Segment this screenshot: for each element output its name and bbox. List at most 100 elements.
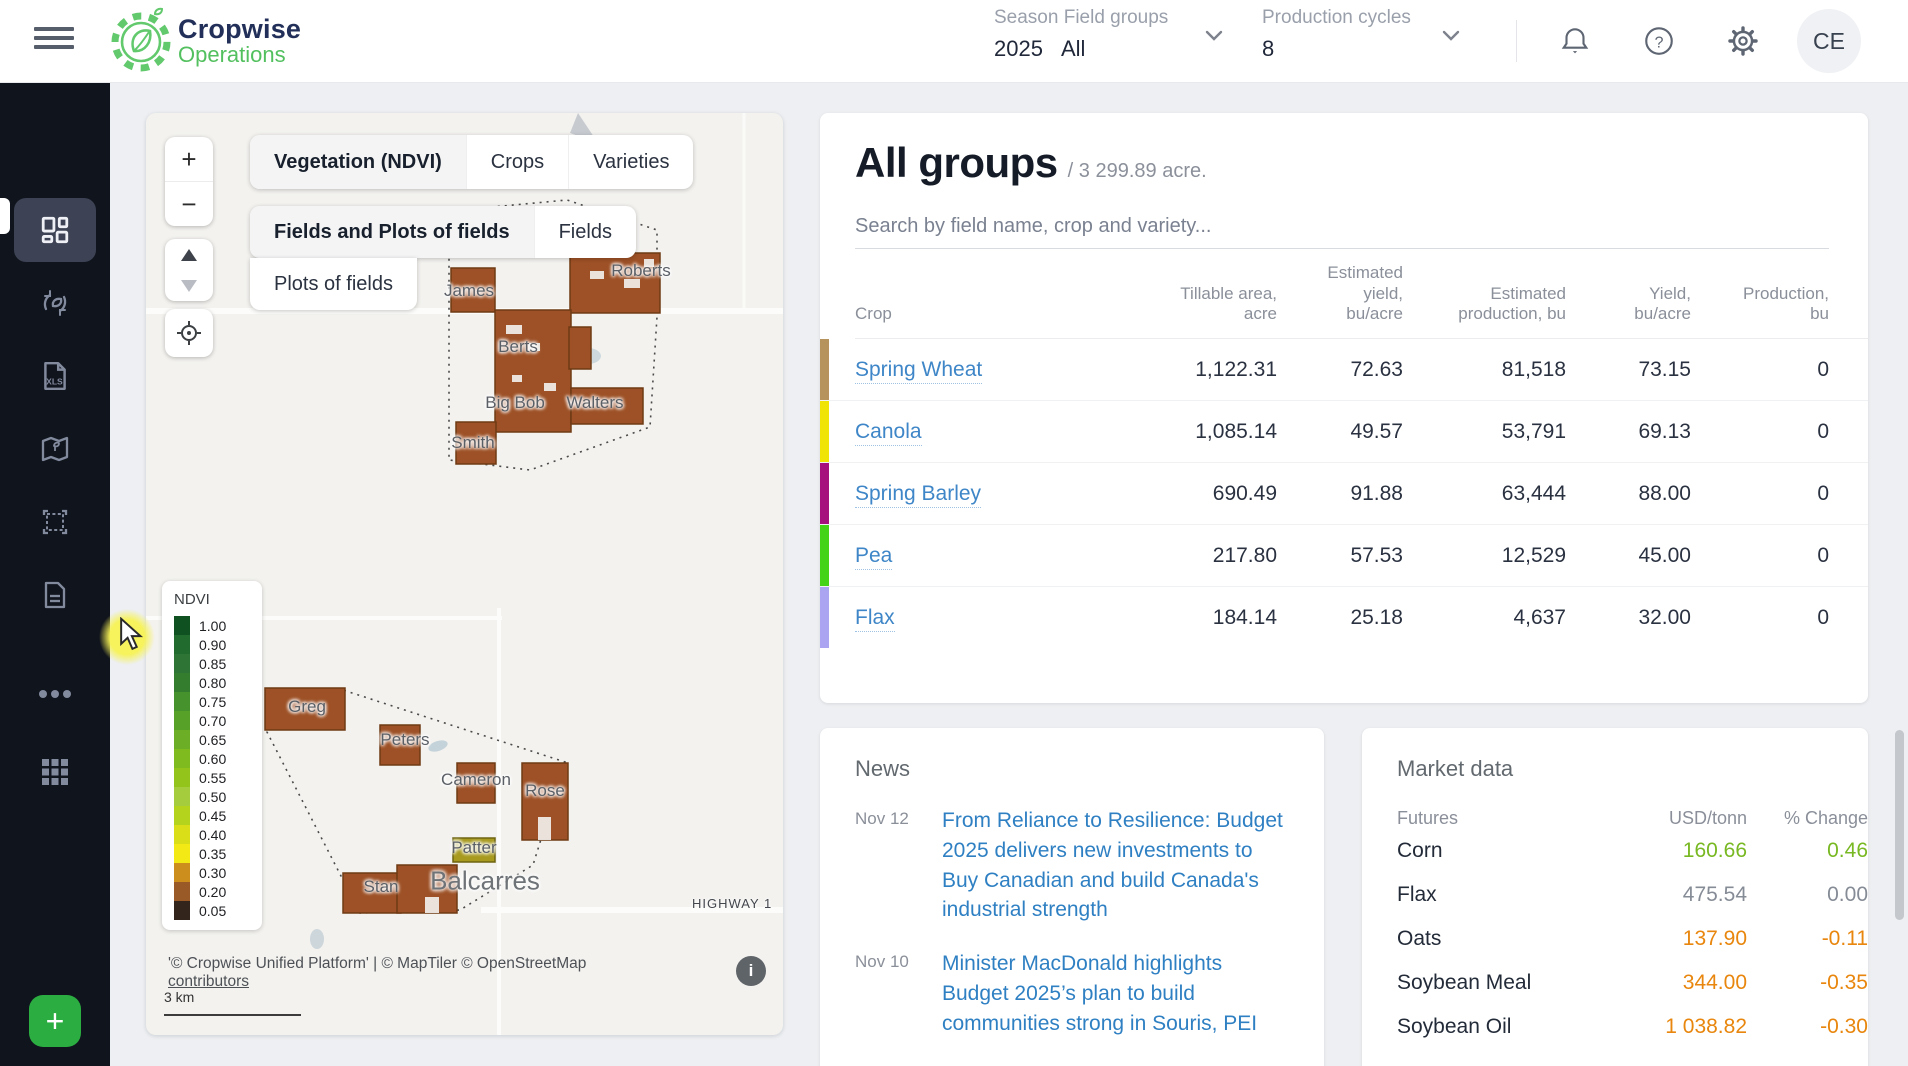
ndvi-legend-entry: 0.70 (174, 711, 262, 730)
crop-link[interactable]: Canola (855, 419, 922, 446)
sidebar-item-reports[interactable] (14, 563, 96, 627)
market-row: Corn 160.66 0.46 (1397, 829, 1868, 873)
ndvi-swatch (174, 882, 190, 901)
cropwise-logo-icon (111, 7, 171, 72)
search-input[interactable] (855, 211, 1829, 249)
chevron-down-icon[interactable] (1442, 30, 1460, 42)
field-label-roberts[interactable]: Roberts (611, 261, 671, 280)
settings-gear-icon[interactable] (1726, 24, 1760, 58)
estimated-production-value: 4,637 (1513, 605, 1566, 629)
zoom-in-button[interactable]: + (165, 137, 213, 181)
zoom-out-button[interactable]: − (165, 181, 213, 226)
season-field-groups-select[interactable]: Season Field groups 2025 All (994, 7, 1168, 62)
estimated-yield-value: 25.18 (1350, 605, 1403, 629)
tab-varieties[interactable]: Varieties (568, 135, 693, 189)
production-value: 0 (1817, 419, 1829, 443)
arrow-up-button[interactable] (165, 239, 213, 270)
tab-vegetation-ndvi[interactable]: Vegetation (NDVI) (250, 135, 466, 189)
map-panel[interactable]: James Roberts Berts Big Bob Walters Smit… (146, 113, 783, 1035)
ndvi-legend-entry: 0.20 (174, 882, 262, 901)
ndvi-swatch (174, 692, 190, 711)
estimated-yield-value: 72.63 (1350, 357, 1403, 381)
sidebar-item-xls-export[interactable]: XLS (14, 344, 96, 408)
ndvi-swatch (174, 635, 190, 654)
field-label-berts[interactable]: Berts (498, 337, 538, 356)
help-icon[interactable]: ? (1642, 24, 1676, 58)
production-value: 0 (1817, 605, 1829, 629)
estimated-yield-value: 57.53 (1350, 543, 1403, 567)
crop-color-stripe (820, 525, 829, 587)
chevron-down-icon[interactable] (1205, 30, 1223, 42)
field-label-rose[interactable]: Rose (525, 781, 565, 800)
tillable-area-value: 217.80 (1212, 543, 1277, 567)
news-link[interactable]: Minister MacDonald highlights Budget 202… (942, 952, 1258, 1035)
future-price: 344.00 (1682, 971, 1747, 994)
market-column-price: USD/tonn (1668, 808, 1747, 828)
tab-fields-and-plots[interactable]: Fields and Plots of fields (250, 206, 534, 258)
page-scrollbar[interactable] (1895, 730, 1904, 920)
production-cycles-select[interactable]: Production cycles 8 (1262, 7, 1411, 62)
crop-link[interactable]: Spring Wheat (855, 357, 983, 384)
news-link[interactable]: From Reliance to Resilience: Budget 2025… (942, 809, 1283, 922)
field-label-peters[interactable]: Peters (380, 730, 430, 749)
notifications-bell-icon[interactable] (1558, 24, 1592, 58)
future-name: Oats (1397, 927, 1442, 950)
zoom-controls: + − (165, 137, 213, 226)
field-label-smith[interactable]: Smith (451, 433, 495, 452)
dashboard-icon (41, 216, 69, 244)
crop-color-stripe (820, 339, 829, 401)
arrow-down-button[interactable] (165, 270, 213, 301)
add-button[interactable]: + (29, 995, 81, 1047)
field-label-cameron[interactable]: Cameron (441, 770, 511, 789)
tab-plots-of-fields[interactable]: Plots of fields (274, 272, 393, 295)
hamburger-menu-icon[interactable] (34, 27, 74, 55)
sidebar-item-apps[interactable] (14, 740, 96, 804)
svg-text:?: ? (1655, 34, 1664, 51)
ndvi-swatch (174, 711, 190, 730)
tab-fields[interactable]: Fields (533, 206, 636, 258)
crop-link[interactable]: Pea (855, 543, 893, 570)
ndvi-legend-entry: 0.60 (174, 749, 262, 768)
crop-color-stripe (820, 401, 829, 463)
column-header-tillable-area: Tillable area, acre (1180, 283, 1277, 324)
field-label-james[interactable]: James (443, 281, 495, 300)
crop-link[interactable]: Flax (855, 605, 895, 632)
triangle-down-icon (181, 279, 197, 292)
column-header-estimated-yield: Estimated yield, bu/acre (1327, 263, 1403, 324)
yield-value: 88.00 (1638, 481, 1691, 505)
all-groups-card: All groups / 3 299.89 acre. Crop Tillabl… (820, 113, 1868, 703)
avatar[interactable]: CE (1797, 9, 1861, 73)
map-info-button[interactable]: i (736, 956, 766, 986)
sidebar-item-crop-rotation[interactable] (14, 271, 96, 335)
locate-button[interactable] (165, 309, 213, 357)
sidebar-item-more[interactable] (14, 662, 96, 726)
field-label-patter[interactable]: Patter (451, 838, 497, 857)
sidebar-item-field-boundaries[interactable] (14, 490, 96, 554)
market-row: Flax 475.54 0.00 (1397, 873, 1868, 917)
apps-grid-icon (42, 759, 68, 785)
attribution-contributors-link[interactable]: contributors (168, 973, 249, 990)
ndvi-swatch (174, 787, 190, 806)
sidebar-item-scouting-map[interactable] (14, 417, 96, 481)
plus-icon: + (181, 143, 197, 174)
field-label-walters[interactable]: Walters (566, 393, 624, 412)
ndvi-legend-entry: 0.05 (174, 901, 262, 920)
season-field-groups-label: Season Field groups (994, 7, 1169, 28)
future-price: 137.90 (1682, 927, 1747, 950)
production-cycles-value: 8 (1262, 36, 1275, 61)
crop-link[interactable]: Spring Barley (855, 481, 982, 508)
news-date: Nov 10 (855, 952, 909, 972)
map-scale-bar (164, 1014, 301, 1016)
document-icon (44, 581, 66, 609)
field-label-big-bob[interactable]: Big Bob (485, 393, 545, 412)
tab-crops[interactable]: Crops (465, 135, 568, 189)
sidebar-item-dashboard[interactable] (14, 198, 96, 262)
ndvi-legend-entry: 0.55 (174, 768, 262, 787)
field-label-greg[interactable]: Greg (288, 697, 326, 716)
ndvi-swatch (174, 673, 190, 692)
future-name: Soybean Meal (1397, 971, 1532, 994)
future-change: 0.46 (1827, 839, 1868, 862)
field-label-stan[interactable]: Stan (363, 877, 399, 896)
more-ellipsis-icon (39, 690, 71, 698)
total-area: / 3 299.89 acre. (1067, 160, 1207, 182)
